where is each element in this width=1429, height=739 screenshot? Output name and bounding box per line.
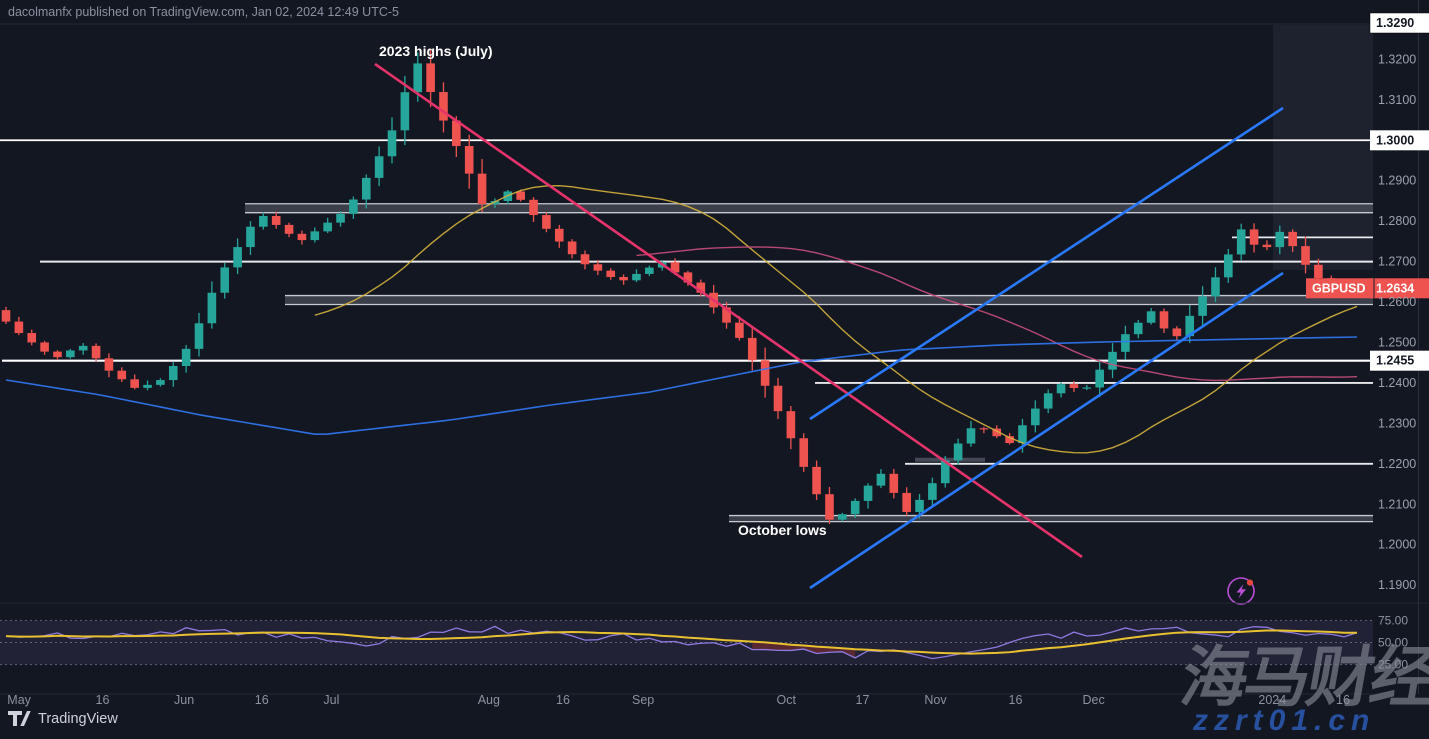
svg-text:zzrt01.cn: zzrt01.cn [1192, 704, 1375, 737]
svg-text:1.3290: 1.3290 [1376, 16, 1414, 30]
svg-text:1.2400: 1.2400 [1378, 376, 1416, 390]
svg-text:Sep: Sep [632, 693, 654, 707]
svg-text:dacolmanfx published on Tradin: dacolmanfx published on TradingView.com,… [8, 5, 399, 19]
svg-text:1.2634: 1.2634 [1376, 281, 1414, 295]
svg-text:1.3000: 1.3000 [1376, 133, 1414, 147]
svg-text:16: 16 [1009, 693, 1023, 707]
svg-text:Nov: Nov [924, 693, 947, 707]
svg-text:Oct: Oct [777, 693, 797, 707]
svg-text:1.2600: 1.2600 [1378, 295, 1416, 309]
svg-text:1.2455: 1.2455 [1376, 354, 1414, 368]
svg-text:2023 highs (July): 2023 highs (July) [379, 43, 493, 59]
svg-text:October lows: October lows [738, 522, 827, 538]
svg-text:50.00: 50.00 [1378, 636, 1408, 650]
svg-text:1.2300: 1.2300 [1378, 416, 1416, 430]
svg-text:1.3100: 1.3100 [1378, 93, 1416, 107]
svg-text:1.2000: 1.2000 [1378, 538, 1416, 552]
svg-text:75.00: 75.00 [1378, 613, 1408, 627]
svg-text:GBPUSD: GBPUSD [1312, 281, 1365, 295]
svg-text:16: 16 [255, 693, 269, 707]
svg-text:1.2100: 1.2100 [1378, 497, 1416, 511]
svg-text:17: 17 [856, 693, 870, 707]
svg-text:Jun: Jun [174, 693, 194, 707]
svg-text:May: May [7, 693, 31, 707]
svg-text:16: 16 [96, 693, 110, 707]
svg-text:1.1900: 1.1900 [1378, 578, 1416, 592]
svg-text:TradingView: TradingView [38, 711, 118, 727]
svg-text:Jul: Jul [323, 693, 339, 707]
svg-text:1.3200: 1.3200 [1378, 52, 1416, 66]
svg-text:Dec: Dec [1083, 693, 1105, 707]
svg-text:1.2900: 1.2900 [1378, 174, 1416, 188]
svg-text:1.2500: 1.2500 [1378, 336, 1416, 350]
svg-text:25.00: 25.00 [1378, 658, 1408, 672]
svg-text:1.2200: 1.2200 [1378, 457, 1416, 471]
svg-text:16: 16 [556, 693, 570, 707]
svg-text:Aug: Aug [478, 693, 500, 707]
svg-text:1.2700: 1.2700 [1378, 255, 1416, 269]
svg-text:1.2800: 1.2800 [1378, 214, 1416, 228]
